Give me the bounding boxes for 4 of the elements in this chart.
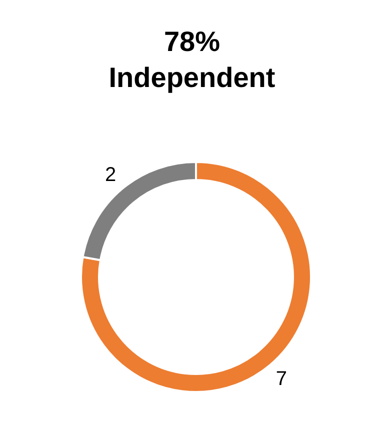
- donut-slice: [80, 161, 312, 393]
- data-label: 7: [276, 368, 288, 390]
- chart-title: 78% Independent: [108, 25, 276, 95]
- data-label: 2: [104, 164, 116, 186]
